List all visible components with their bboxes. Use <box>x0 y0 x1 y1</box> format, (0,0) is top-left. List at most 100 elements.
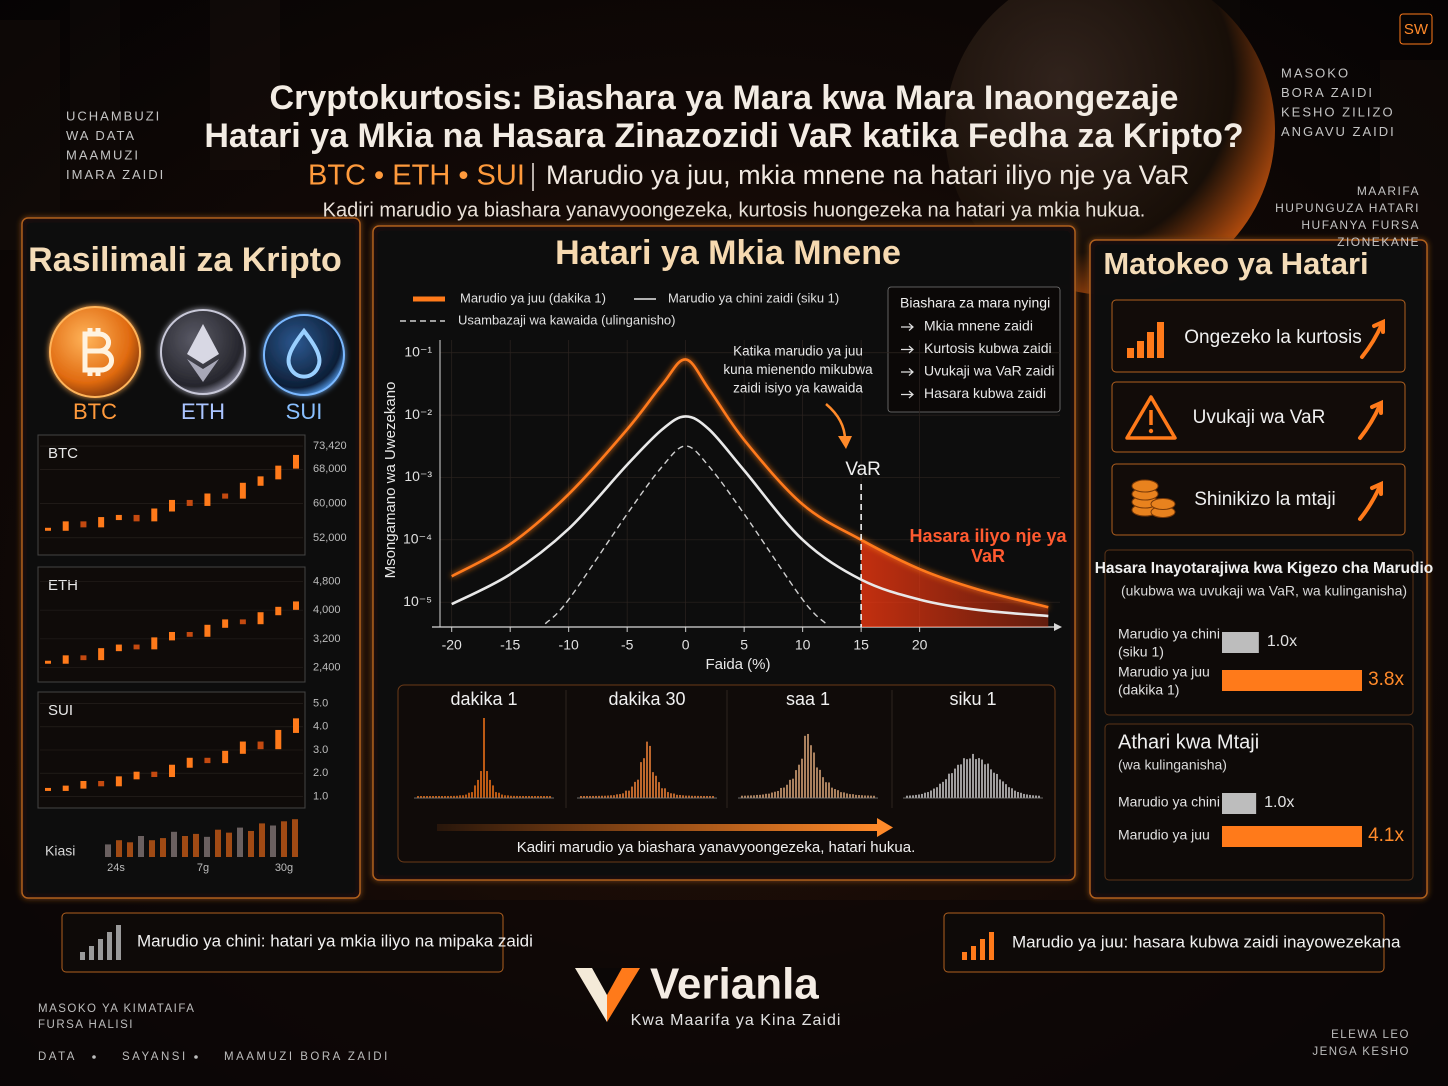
candle <box>62 655 69 664</box>
candle <box>222 750 229 764</box>
candle <box>45 527 51 531</box>
risk-card <box>1111 463 1406 536</box>
note-arrow <box>901 390 914 399</box>
candle <box>186 499 193 506</box>
footer-tag: MAAMUZI BORA ZAIDI <box>224 1051 390 1063</box>
x-tick-label: -20 <box>442 637 462 653</box>
side-note: IMARA ZAIDI <box>66 167 165 182</box>
x-axis-label: Faida (%) <box>705 656 770 673</box>
x-tick-label: 10 <box>795 637 811 653</box>
y-tick-label: 52,000 <box>313 532 347 544</box>
candle <box>133 771 140 780</box>
side-note: MAARIFA <box>1357 184 1420 198</box>
candle <box>222 493 229 499</box>
volume-bar <box>171 831 177 857</box>
y-tick-label: 68,000 <box>313 463 347 475</box>
candle <box>98 517 105 528</box>
bar-category: Marudio ya juu <box>1118 827 1210 843</box>
note-arrow <box>901 323 914 331</box>
volume-bar <box>127 842 133 857</box>
footer-note: MASOKO YA KIMATAIFA <box>38 1003 195 1015</box>
candle <box>80 521 87 528</box>
candle <box>98 780 105 787</box>
x-tick-label: 30g <box>275 862 293 874</box>
risk-card-label: Ongezeko la kurtosis <box>1184 327 1361 348</box>
bar <box>1222 793 1257 814</box>
risk-card-label: Shinikizo la mtaji <box>1194 489 1336 510</box>
side-note: WA DATA <box>66 128 136 143</box>
distribution-sketch <box>741 733 875 798</box>
mini-chart-frame <box>37 434 306 556</box>
candle <box>80 655 87 661</box>
candle <box>62 521 69 531</box>
y-tick-label: 10⁻¹ <box>404 343 432 359</box>
footer-bullet <box>92 1055 96 1059</box>
risk-card <box>1111 299 1406 373</box>
candle <box>239 741 246 754</box>
candle <box>169 499 175 512</box>
tagline: Kadiri marudio ya biashara yanavyoongeze… <box>323 199 1146 221</box>
candle <box>115 776 122 787</box>
mini-chart-frame <box>37 566 306 683</box>
side-note: HUPUNGUZA HATARI <box>1275 201 1420 215</box>
btc-symbol <box>82 328 114 376</box>
candle <box>239 482 246 499</box>
candle <box>98 648 105 661</box>
x-tick-label: -5 <box>621 637 634 653</box>
x-tick-label: -15 <box>500 637 520 653</box>
candle <box>45 660 51 664</box>
volume-label: Kiasi <box>45 843 75 859</box>
y-tick-label: 5.0 <box>313 698 328 710</box>
y-tick-label: 60,000 <box>313 497 347 509</box>
frequency-label: saa 1 <box>786 689 830 709</box>
volume-bar <box>281 821 287 857</box>
box-title: Hasara Inayotarajiwa kwa Kigezo cha Maru… <box>1095 560 1434 577</box>
assets-line: BTC • ETH • SUI <box>308 160 525 192</box>
series-line <box>544 445 827 625</box>
coin-label: BTC <box>73 399 117 424</box>
frequency-label: dakika 30 <box>608 689 685 709</box>
side-note: HUFANYA FURSA <box>1301 218 1420 232</box>
footer-note: ELEWA LEO <box>1331 1029 1410 1041</box>
candle <box>204 757 211 764</box>
candle <box>239 619 246 625</box>
bar-value-label: 1.0x <box>1267 633 1297 650</box>
x-tick-label: 15 <box>853 637 869 653</box>
sui-symbol <box>286 327 322 379</box>
eth-symbol <box>187 324 219 364</box>
footer-tag: SAYANSI <box>122 1051 188 1063</box>
bar-category: (dakika 1) <box>1118 682 1179 698</box>
candle <box>186 631 193 637</box>
up-arrow-icons <box>1358 318 1385 521</box>
y-tick-label: 10⁻⁴ <box>403 531 432 547</box>
side-note: MASOKO <box>1281 65 1350 80</box>
tail-label: VaR <box>971 546 1005 566</box>
y-tick-label: 10⁻³ <box>404 468 432 484</box>
box-subtitle: (ukubwa wa uvukaji wa VaR, wa kulinganis… <box>1121 583 1407 599</box>
volume-bar <box>193 833 199 857</box>
badge: SW <box>1404 21 1429 38</box>
annotation: zaidi isiyo ya kawaida <box>733 381 863 396</box>
coin-label: ETH <box>181 399 225 424</box>
title-line: Hatari ya Mkia na Hasara Zinazozidi VaR … <box>204 117 1243 155</box>
candle <box>204 624 211 637</box>
bar-value-label: 3.8x <box>1368 669 1404 690</box>
y-tick-label: 4,000 <box>313 604 341 616</box>
volume-bar <box>160 838 166 857</box>
candle <box>133 644 140 650</box>
callout-icon <box>962 932 994 960</box>
volume-bar <box>215 829 221 857</box>
note-title: Biashara za mara nyingi <box>900 295 1050 311</box>
series-line <box>451 358 1049 609</box>
callout-icon <box>80 925 121 960</box>
candle <box>222 619 229 628</box>
candle <box>293 454 299 469</box>
side-note: BORA ZAIDI <box>1281 85 1374 100</box>
volume-bar <box>270 825 276 857</box>
x-axis-arrow <box>1054 623 1062 631</box>
candle <box>115 644 122 652</box>
candle <box>257 476 264 486</box>
bar-value-label: 4.1x <box>1368 825 1404 846</box>
progress-arrowhead <box>877 818 893 837</box>
volume-bar <box>182 836 188 857</box>
